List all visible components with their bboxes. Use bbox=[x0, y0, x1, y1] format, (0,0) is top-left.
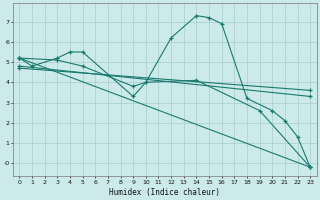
X-axis label: Humidex (Indice chaleur): Humidex (Indice chaleur) bbox=[109, 188, 220, 197]
